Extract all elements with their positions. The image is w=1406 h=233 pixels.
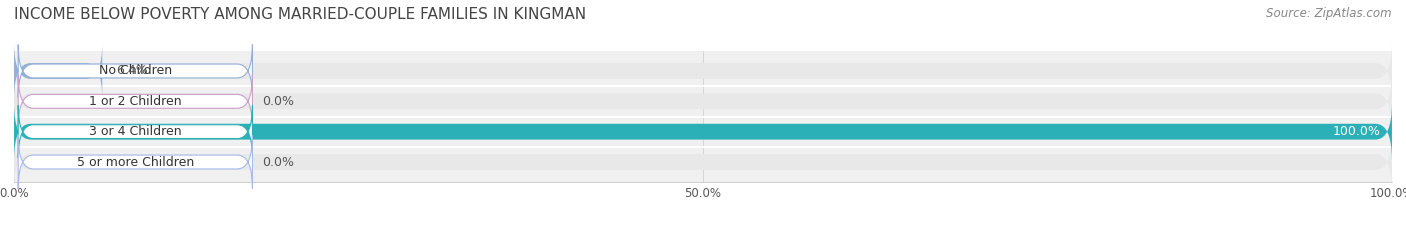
Text: Source: ZipAtlas.com: Source: ZipAtlas.com xyxy=(1267,7,1392,20)
Text: 100.0%: 100.0% xyxy=(1333,125,1381,138)
FancyBboxPatch shape xyxy=(14,42,103,99)
Text: 1 or 2 Children: 1 or 2 Children xyxy=(89,95,181,108)
FancyBboxPatch shape xyxy=(14,42,1392,99)
Text: INCOME BELOW POVERTY AMONG MARRIED-COUPLE FAMILIES IN KINGMAN: INCOME BELOW POVERTY AMONG MARRIED-COUPL… xyxy=(14,7,586,22)
FancyBboxPatch shape xyxy=(14,103,1392,160)
Text: No Children: No Children xyxy=(98,65,172,78)
FancyBboxPatch shape xyxy=(18,105,253,158)
FancyBboxPatch shape xyxy=(18,75,253,128)
Text: 0.0%: 0.0% xyxy=(262,95,294,108)
Text: 6.4%: 6.4% xyxy=(117,65,148,78)
FancyBboxPatch shape xyxy=(18,45,253,97)
Text: 0.0%: 0.0% xyxy=(262,155,294,168)
FancyBboxPatch shape xyxy=(14,73,1392,130)
Text: 3 or 4 Children: 3 or 4 Children xyxy=(89,125,181,138)
FancyBboxPatch shape xyxy=(14,134,1392,191)
FancyBboxPatch shape xyxy=(18,136,253,188)
FancyBboxPatch shape xyxy=(14,103,1392,160)
Text: 5 or more Children: 5 or more Children xyxy=(77,155,194,168)
